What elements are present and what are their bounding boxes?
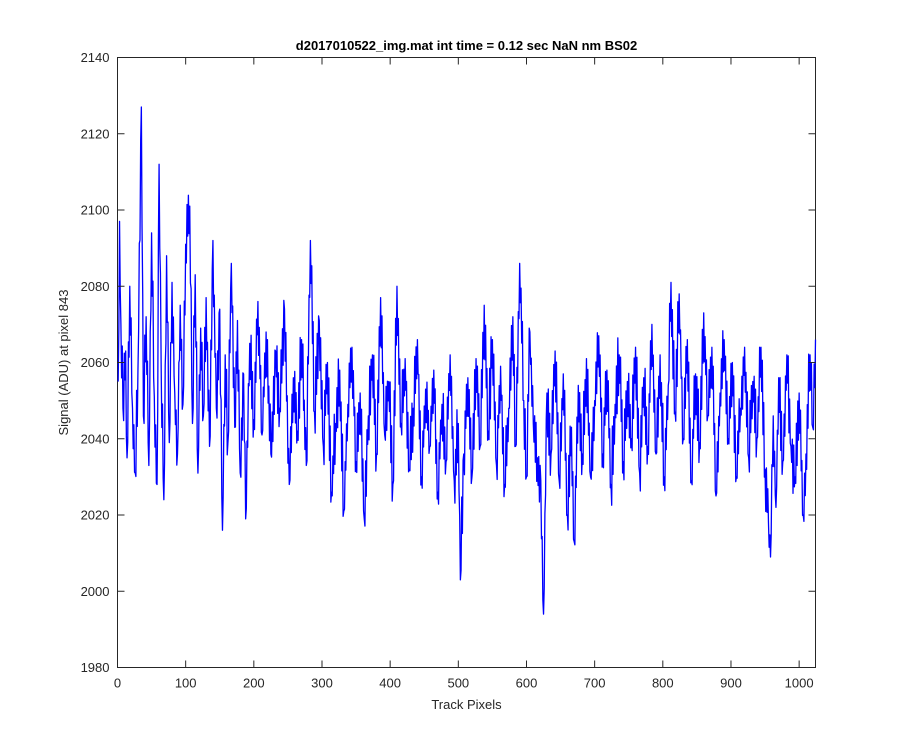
y-tick-label: 1980 — [81, 660, 110, 675]
axes-box — [117, 57, 816, 668]
x-tick-label: 200 — [243, 676, 265, 691]
x-tick-label: 400 — [379, 676, 401, 691]
x-axis: 0 100 200 300 400 500 600 700 800 900 1000 — [114, 57, 814, 691]
x-tick-label: 800 — [652, 676, 674, 691]
x-tick-label: 300 — [311, 676, 333, 691]
y-tick-label: 2120 — [81, 126, 110, 141]
x-tick-label: 900 — [720, 676, 742, 691]
x-tick-label: 700 — [584, 676, 606, 691]
x-tick-label: 0 — [114, 676, 121, 691]
y-tick-label: 2000 — [81, 584, 110, 599]
y-axis-label: Signal (ADU) at pixel 843 — [56, 290, 71, 436]
y-tick-label: 2140 — [81, 50, 110, 65]
x-tick-label: 600 — [516, 676, 538, 691]
x-axis-label: Track Pixels — [431, 697, 502, 712]
y-tick-label: 2080 — [81, 279, 110, 294]
y-axis: 1980 2000 2020 2040 2060 2080 2100 2120 2140 — [81, 50, 816, 675]
chart-title: d2017010522_img.mat int time = 0.12 sec … — [296, 38, 637, 53]
plot-area — [117, 106, 817, 615]
x-tick-label: 1000 — [785, 676, 814, 691]
x-tick-label: 500 — [447, 676, 469, 691]
y-tick-label: 2040 — [81, 431, 110, 446]
x-tick-label: 100 — [175, 676, 197, 691]
y-tick-label: 2100 — [81, 203, 110, 218]
y-tick-label: 2020 — [81, 508, 110, 523]
signal-line — [117, 106, 817, 615]
y-tick-label: 2060 — [81, 355, 110, 370]
